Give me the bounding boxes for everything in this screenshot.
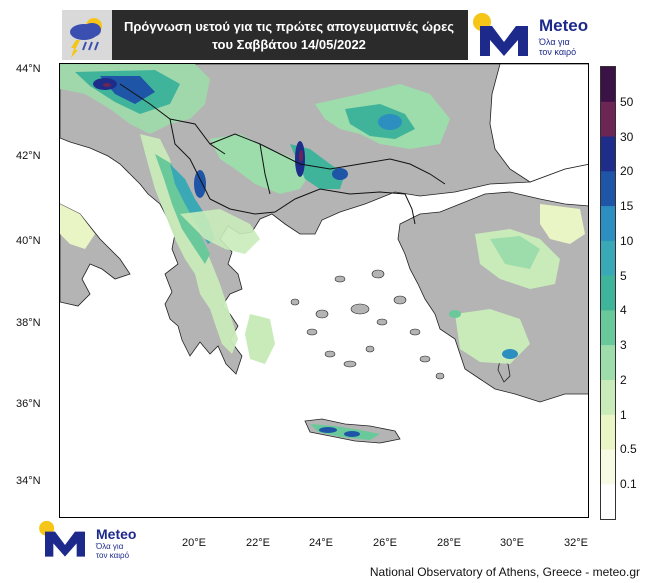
colorbar-swatch: [601, 67, 615, 103]
lon-label-24: 24°E: [309, 537, 333, 549]
map-canvas: [60, 64, 588, 517]
lon-label-30: 30°E: [500, 537, 524, 549]
logo-tagline-1: Όλα για: [539, 37, 570, 47]
lon-label-22: 22°E: [246, 537, 270, 549]
lat-label-36: 36°N: [16, 398, 41, 410]
lat-label-42: 42°N: [16, 150, 41, 162]
meteo-logo-top[interactable]: Meteo Όλα για τον καιρό: [472, 12, 596, 60]
rain-cloud-icon: [62, 10, 112, 60]
colorbar-swatch: [601, 484, 615, 520]
logo-tagline-2: τον καιρό: [539, 47, 577, 57]
lat-label-44: 44°N: [16, 63, 41, 75]
colorbar-level-label: 0.1: [620, 477, 637, 492]
colorbar-level-label: 20: [620, 164, 634, 179]
logo-tagline-small-1: Όλα για: [96, 542, 124, 551]
colorbar-swatch: [601, 171, 615, 207]
colorbar-swatch: [601, 449, 615, 485]
black-sea: [489, 64, 588, 183]
colorbar-level-label: 2: [620, 372, 627, 387]
map-title-line1: Πρόγνωση υετού για τις πρώτες απογευματι…: [123, 19, 454, 34]
lat-label-38: 38°N: [16, 317, 41, 329]
lon-label-20: 20°E: [182, 537, 206, 549]
precipitation-map[interactable]: [59, 63, 589, 518]
colorbar-level-label: 4: [620, 303, 627, 318]
colorbar-level-label: 10: [620, 233, 634, 248]
colorbar-swatch: [601, 310, 615, 346]
colorbar-level-label: 5: [620, 268, 627, 283]
meteo-logo-bottom[interactable]: Meteo Όλα για τον καιρό: [36, 520, 146, 560]
colorbar-swatch: [601, 414, 615, 450]
lon-label-26: 26°E: [373, 537, 397, 549]
colorbar-swatch: [601, 101, 615, 138]
map-title-bar: Πρόγνωση υετού για τις πρώτες απογευματι…: [62, 10, 468, 60]
footer-credit: National Observatory of Athens, Greece -…: [369, 565, 640, 579]
logo-brand-text-small: Meteo: [96, 526, 137, 542]
colorbar-level-label: 3: [620, 338, 627, 353]
lon-label-32: 32°E: [564, 537, 588, 549]
colorbar-level-label: 50: [620, 94, 634, 109]
colorbar-swatch: [601, 345, 615, 381]
colorbar-level-label: 1: [620, 407, 627, 422]
lat-label-34: 34°N: [16, 475, 41, 487]
colorbar-swatch: [601, 275, 615, 311]
lat-label-40: 40°N: [16, 235, 41, 247]
colorbar-swatch: [601, 379, 615, 416]
colorbar-level-label: 0.5: [620, 442, 637, 457]
balkan-landmass: [60, 64, 588, 375]
meteo-logo-mark: [473, 13, 528, 56]
country-borders: [119, 83, 446, 225]
colorbar-swatch: [601, 136, 615, 172]
aegean-islands: [290, 269, 445, 380]
colorbar-swatch: [601, 206, 615, 242]
colorbar-level-label: 15: [620, 199, 634, 214]
colorbar-level-label: 30: [620, 129, 634, 144]
meteo-logo-mark-small: [39, 520, 85, 557]
colorbar-swatches: [601, 67, 615, 520]
logo-tagline-small-2: τον καιρό: [96, 551, 130, 560]
logo-brand-text: Meteo: [539, 16, 589, 35]
colorbar-swatch: [601, 240, 615, 277]
lon-label-28: 28°E: [437, 537, 461, 549]
map-title-line2: του Σαββάτου 14/05/2022: [212, 37, 366, 52]
precipitation-field: [60, 64, 585, 440]
precipitation-colorbar: [600, 66, 616, 520]
